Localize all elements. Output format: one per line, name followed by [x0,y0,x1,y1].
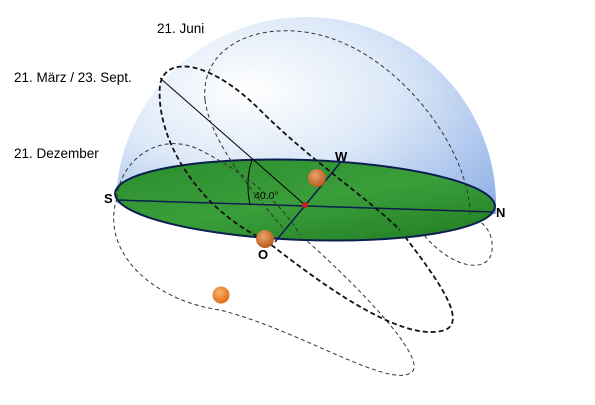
sun-icon [308,169,326,187]
polar-axis [159,77,306,206]
label-equinox: 21. März / 23. Sept. [14,70,132,85]
equinox-path-upper [158,65,401,241]
horizon-plane [114,158,496,242]
latitude-angle-label: 40.0° [254,190,279,202]
direction-south: S [104,191,113,206]
direction-north: N [496,205,505,220]
label-december: 21. Dezember [14,146,99,161]
direction-west: W [335,149,348,164]
east-west-axis [274,162,341,243]
june-path-back [204,99,286,231]
sun-icon [256,230,274,248]
june-path-upper [204,30,471,216]
latitude-angle-arc [247,159,253,206]
observer-point [302,202,308,208]
equinox-path-lower [264,229,454,333]
label-june: 21. Juni [157,21,204,36]
direction-east: O [258,247,268,262]
sun-icon [212,286,230,304]
december-path-upper [116,143,301,236]
december-path-lower [113,197,415,376]
